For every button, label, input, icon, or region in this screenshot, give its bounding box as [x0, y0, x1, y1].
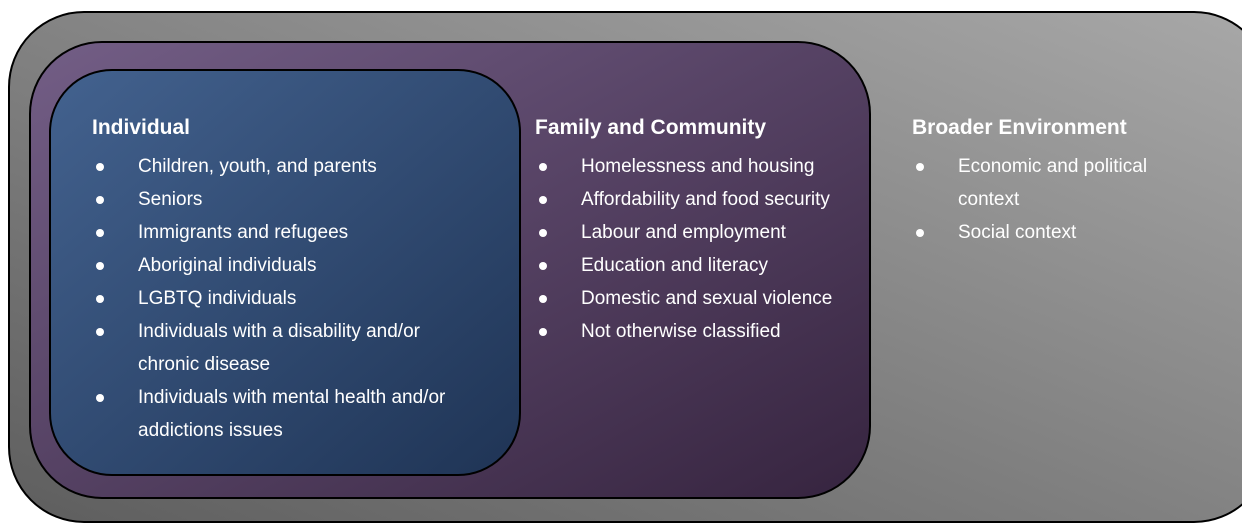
list-item: Education and literacy	[535, 249, 835, 282]
list-item: Social context	[912, 216, 1212, 249]
list-item: Children, youth, and parents	[92, 150, 452, 183]
section-title: Broader Environment	[912, 116, 1127, 139]
list-item: Seniors	[92, 183, 452, 216]
item-list: Homelessness and housing Affordability an…	[535, 150, 835, 348]
list-item: Immigrants and refugees	[92, 216, 452, 249]
item-list: Children, youth, and parents Seniors Immig…	[92, 150, 452, 447]
list-item: Economic and political context	[912, 150, 1212, 216]
list-item: LGBTQ individuals	[92, 282, 452, 315]
section: Family and Community Homelessness and hou…	[535, 114, 835, 348]
list-item: Homelessness and housing	[535, 150, 835, 183]
list-item: Labour and employment	[535, 216, 835, 249]
list-item: Aboriginal individuals	[92, 249, 452, 282]
inner-box	[49, 69, 521, 476]
list-item: Individuals with mental health and/or ad…	[92, 381, 452, 447]
list-item: Affordability and food security	[535, 183, 835, 216]
list-item: Domestic and sexual violence	[535, 282, 835, 315]
item-list: Economic and political context Social con…	[912, 150, 1212, 249]
section: Broader Environment Economic and politica…	[912, 114, 1212, 249]
section-title: Family and Community	[535, 116, 767, 139]
section-title: Individual	[92, 116, 191, 139]
section: Individual Children, youth, and parents Se…	[92, 114, 452, 447]
list-item: Not otherwise classified	[535, 315, 835, 348]
list-item: Individuals with a disability and/or chr…	[92, 315, 452, 381]
